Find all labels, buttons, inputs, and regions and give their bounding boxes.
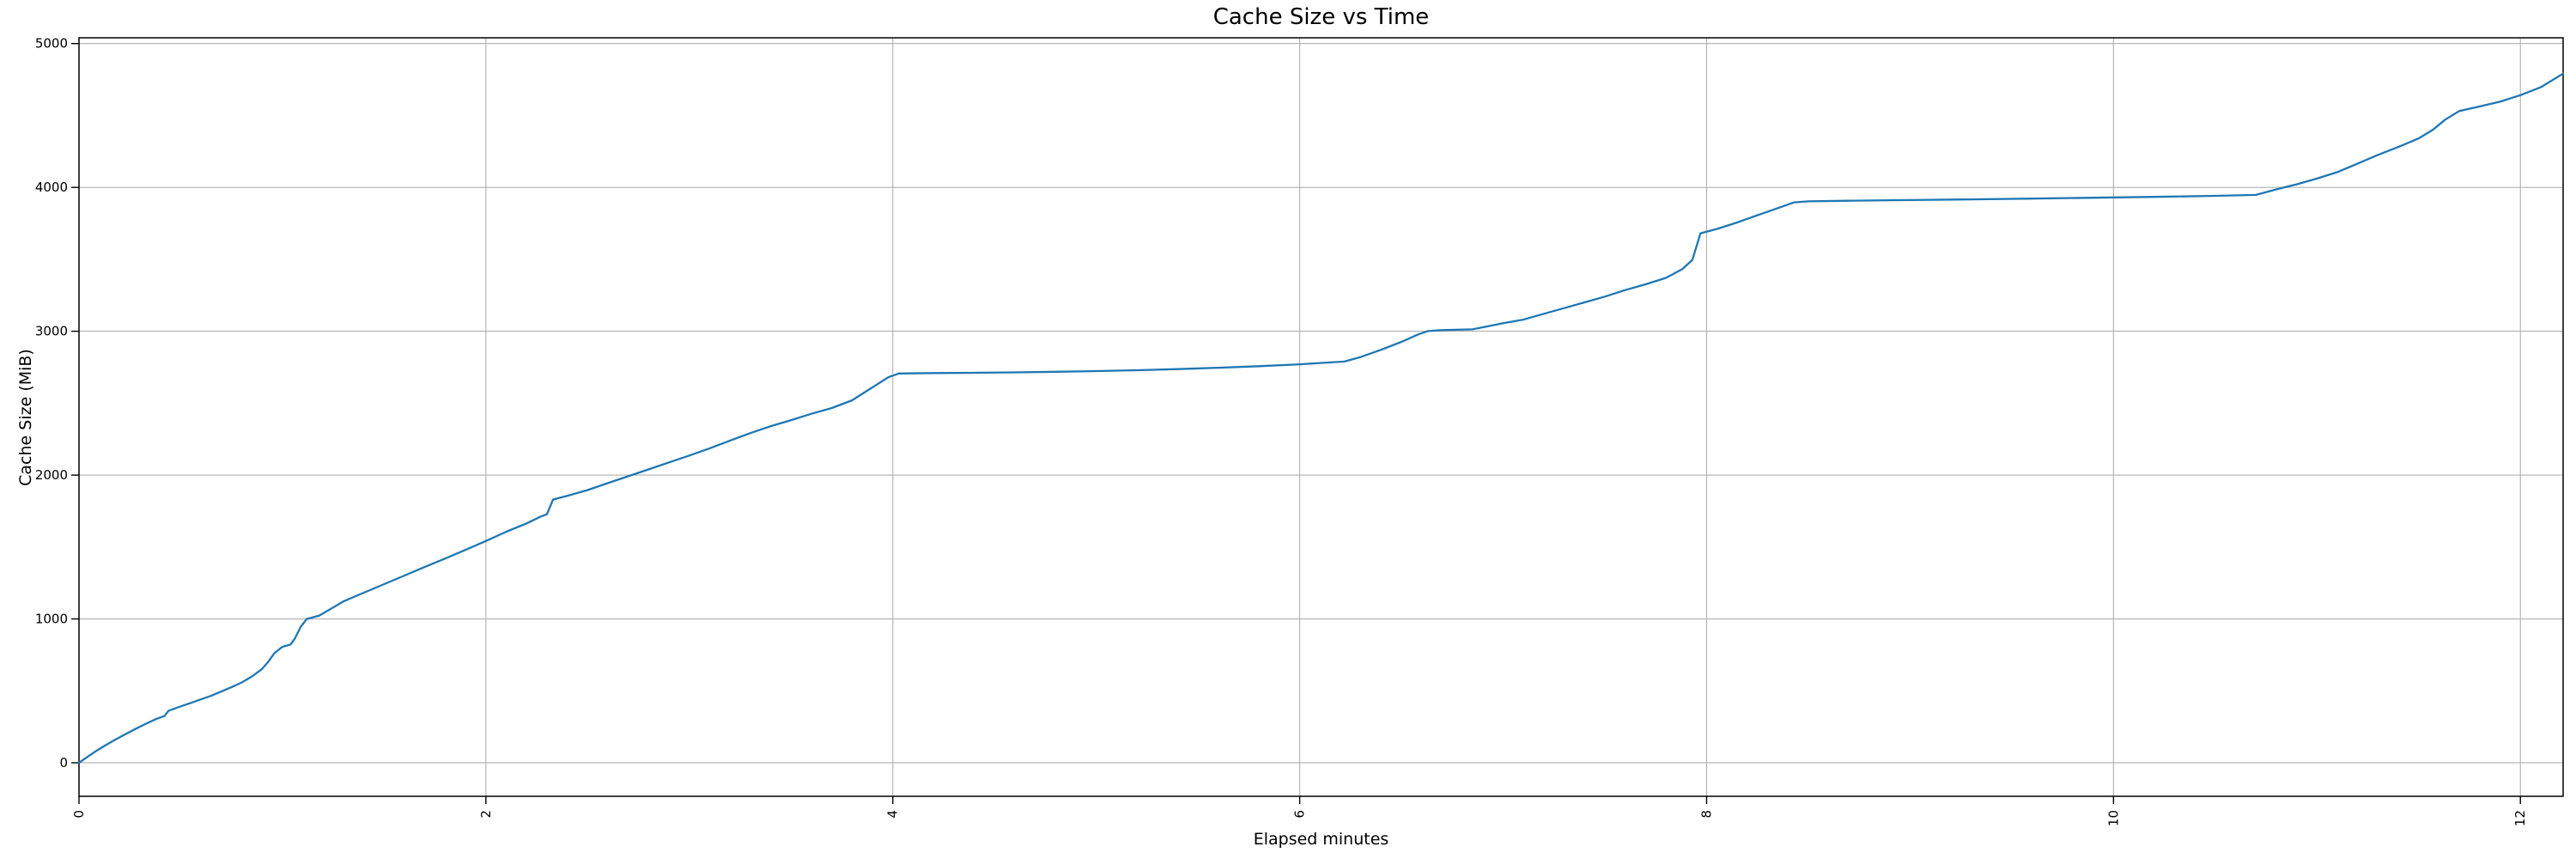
x-axis-label: Elapsed minutes xyxy=(1253,830,1389,849)
y-tick-label: 5000 xyxy=(35,36,68,52)
x-tick-label: 12 xyxy=(2512,810,2528,826)
x-tick-label: 2 xyxy=(478,810,494,819)
y-tick-label: 4000 xyxy=(35,180,68,195)
x-tick-label: 6 xyxy=(1292,810,1308,819)
chart-title: Cache Size vs Time xyxy=(1212,4,1430,30)
y-axis-label: Cache Size (MiB) xyxy=(16,349,35,486)
y-tick-label: 2000 xyxy=(35,467,68,483)
y-tick-label: 3000 xyxy=(35,324,68,339)
x-tick-label: 10 xyxy=(2105,810,2121,826)
x-tick-label: 8 xyxy=(1698,810,1714,819)
series-line xyxy=(77,72,2565,765)
plot-border xyxy=(78,37,2564,797)
y-tick-label: 0 xyxy=(59,755,68,771)
y-tick-label: 1000 xyxy=(35,612,68,627)
x-tick-label: 4 xyxy=(885,810,901,819)
x-tick-label: 0 xyxy=(71,810,87,819)
